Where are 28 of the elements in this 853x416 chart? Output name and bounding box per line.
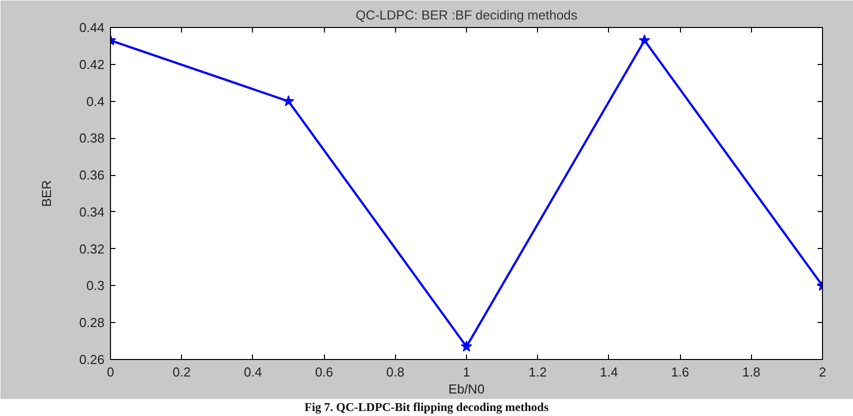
y-tick-label: 0.42	[79, 56, 105, 72]
y-tick-label: 0.3	[86, 278, 105, 294]
x-tick-label: 1.4	[600, 364, 618, 380]
x-tick-label: 0.8	[386, 364, 404, 380]
x-tick-label: 0.2	[172, 364, 191, 380]
y-tick-label: 0.26	[79, 352, 105, 367]
y-tick-label: 0.28	[79, 315, 105, 330]
y-tick-label: 0.32	[79, 241, 105, 256]
y-tick-label: 0.4	[86, 94, 105, 109]
point	[460, 340, 472, 352]
x-tick-label: 1.2	[528, 364, 547, 380]
y-tick-label: 0.44	[79, 20, 105, 35]
x-tick-label: 1.6	[671, 364, 690, 380]
chart-title: QC-LDPC: BER :BF deciding methods	[356, 8, 578, 22]
x-tick-label: 0	[106, 364, 114, 380]
x-axis-title: Eb/N0	[448, 382, 485, 396]
y-tick-label: 0.34	[79, 204, 105, 220]
point	[638, 34, 650, 46]
caption: Fig 7. QC-LDPC-Bit flipping decoding methods	[304, 399, 549, 416]
y-tick-label: 0.38	[79, 130, 105, 146]
y-tick-label: 0.36	[79, 168, 105, 183]
x-tick-label: 0.6	[315, 364, 334, 380]
x-tick-label: 0.4	[244, 364, 262, 380]
x-tick-label: 1	[462, 364, 470, 380]
x-tick-label: 2	[818, 364, 826, 380]
point	[282, 95, 294, 106]
x-tick-label: 1.8	[742, 364, 760, 380]
y-axis-title: BER	[39, 180, 54, 207]
